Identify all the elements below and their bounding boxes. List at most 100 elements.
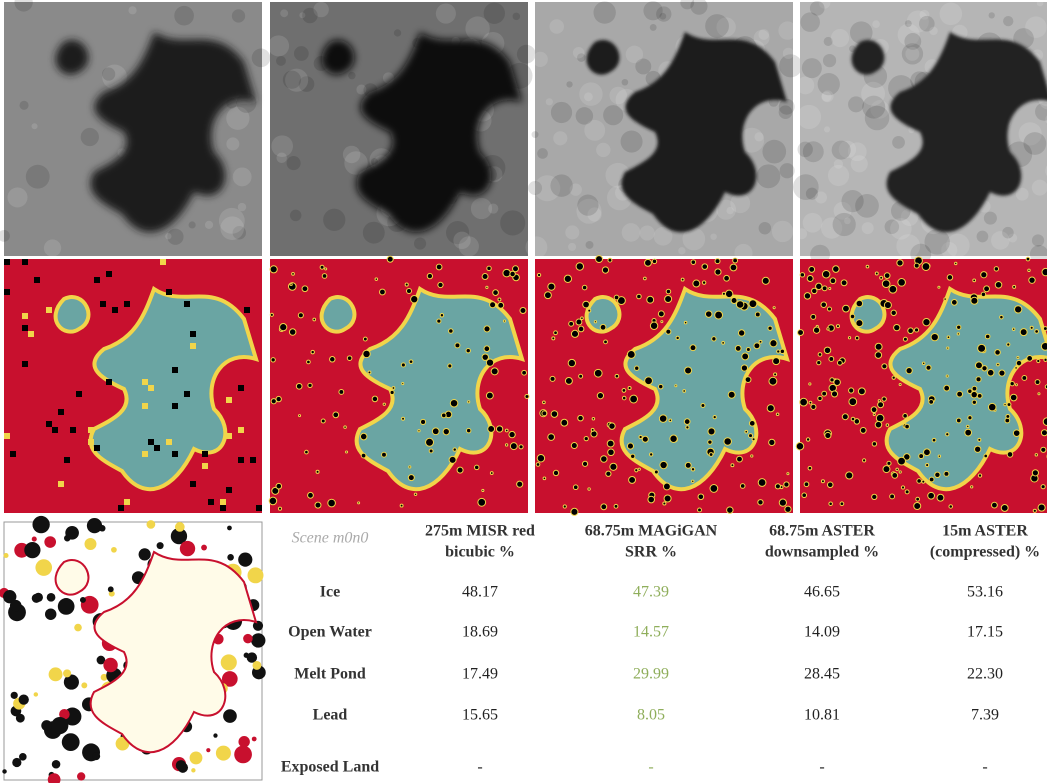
- texture: [929, 27, 938, 36]
- lead-speck: [886, 424, 889, 427]
- texture: [780, 163, 795, 178]
- lead-speck: [550, 376, 555, 381]
- texture: [323, 209, 345, 231]
- texture: [892, 136, 905, 149]
- lead-speck: [1042, 268, 1047, 275]
- lead-speck: [664, 495, 671, 502]
- lead-speck: [474, 465, 479, 470]
- lead-speck: [112, 307, 118, 313]
- lead-speck: [908, 328, 914, 334]
- texture: [233, 167, 252, 186]
- lead-speck: [880, 276, 883, 279]
- lead-speck: [796, 442, 804, 450]
- lead-speck: [875, 272, 878, 275]
- lead-speck: [22, 313, 28, 319]
- texture: [626, 46, 643, 63]
- lead-speck: [1016, 360, 1021, 365]
- lead-speck: [985, 334, 990, 339]
- texture: [553, 131, 567, 145]
- lead-speck: [745, 377, 751, 383]
- lead-speck: [824, 347, 831, 354]
- lead-speck: [809, 401, 812, 404]
- lead-speck: [929, 400, 934, 405]
- lead-speck: [596, 256, 603, 263]
- texture: [596, 143, 610, 157]
- lead-speck: [715, 259, 720, 264]
- lead-speck: [537, 273, 540, 276]
- lead-speck: [368, 371, 371, 374]
- lead-speck: [561, 419, 568, 426]
- lead-speck: [830, 278, 836, 284]
- lead-speck: [622, 396, 626, 400]
- lead-speck: [947, 275, 953, 281]
- lead-speck: [825, 432, 831, 438]
- lead-speck: [802, 493, 807, 498]
- lead-speck: [647, 296, 654, 303]
- lead-speck: [344, 426, 347, 429]
- row-label: Ice: [320, 584, 340, 601]
- lead-speck: [821, 302, 827, 308]
- texture: [205, 221, 213, 229]
- texture: [796, 228, 807, 239]
- lead-speck: [4, 259, 10, 265]
- lead-speck: [972, 400, 976, 404]
- lead-speck: [676, 336, 679, 339]
- texture: [568, 243, 576, 251]
- lead-speck: [807, 276, 813, 282]
- lead-speck: [947, 336, 950, 339]
- lead-speck: [731, 464, 734, 467]
- lead-speck: [405, 283, 408, 286]
- lead-speck: [759, 340, 762, 343]
- lead-speck: [873, 413, 875, 415]
- lead-speck: [978, 344, 986, 352]
- lead-speck: [238, 457, 244, 463]
- lead-speck: [387, 256, 393, 262]
- lead-speck: [486, 392, 493, 399]
- texture: [174, 6, 194, 26]
- lead-speck: [906, 368, 912, 374]
- diff-speck: [92, 752, 100, 760]
- diff-speck: [223, 709, 237, 723]
- lead-speck: [299, 415, 301, 417]
- texture: [550, 174, 572, 196]
- texture: [855, 194, 879, 218]
- lead-speck: [693, 280, 700, 287]
- lead-speck: [892, 473, 898, 479]
- lead-speck: [226, 433, 232, 439]
- lead-speck: [663, 502, 666, 505]
- lead-speck: [638, 468, 640, 470]
- texture: [802, 58, 822, 78]
- texture: [546, 98, 553, 105]
- lead-speck: [946, 433, 949, 436]
- diff-speck: [85, 538, 97, 550]
- texture: [803, 141, 824, 162]
- lead-speck: [509, 431, 515, 437]
- lead-speck: [537, 455, 544, 462]
- lead-speck: [1037, 359, 1040, 362]
- lead-speck: [597, 393, 603, 399]
- lead-speck: [1007, 343, 1010, 346]
- lead-speck: [919, 454, 924, 459]
- lead-speck: [34, 277, 40, 283]
- lead-speck: [4, 289, 10, 295]
- lead-speck: [644, 277, 647, 280]
- lead-speck: [722, 292, 725, 295]
- diff-speck: [47, 593, 56, 602]
- texture: [759, 222, 771, 234]
- lead-speck: [406, 288, 411, 293]
- lead-speck: [892, 376, 895, 379]
- lead-speck: [804, 482, 809, 487]
- lead-speck: [142, 451, 148, 457]
- lead-speck: [890, 494, 895, 499]
- lead-speck: [1014, 306, 1021, 313]
- diff-speck: [221, 654, 237, 670]
- lead-speck: [202, 463, 208, 469]
- lead-speck: [449, 456, 456, 463]
- lead-speck: [768, 326, 772, 330]
- lead-speck: [841, 280, 847, 286]
- lead-speck: [842, 414, 848, 420]
- lead-speck: [118, 505, 124, 511]
- lead-speck: [402, 383, 404, 385]
- texture: [102, 67, 115, 80]
- texture: [783, 48, 794, 59]
